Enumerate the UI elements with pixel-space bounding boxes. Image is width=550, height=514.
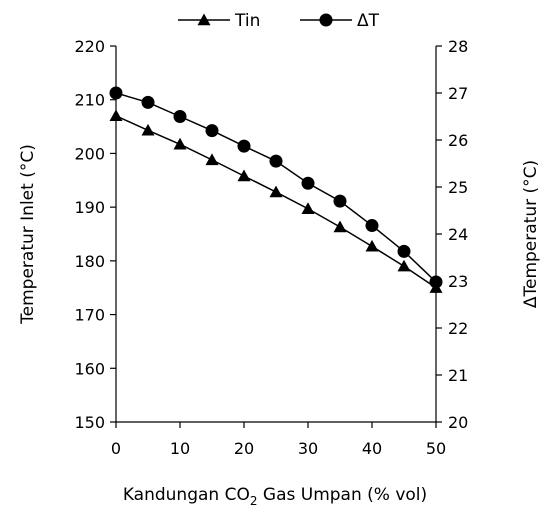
legend-circle-marker: [319, 13, 333, 27]
right-axis-title: ΔTemperatur (°C): [521, 160, 541, 308]
left-tick-label: 150: [74, 413, 105, 432]
left-axis-title: Temperatur Inlet (°C): [18, 144, 38, 325]
x-tick-label: 50: [426, 439, 446, 458]
series-layer: [109, 86, 443, 293]
left-tick-label: 190: [74, 198, 105, 217]
x-axis-title: Kandungan CO2 Gas Umpan (% vol): [123, 485, 427, 508]
series-tin: [109, 109, 443, 293]
x-tick-label: 30: [298, 439, 318, 458]
legend-triangle-marker: [197, 13, 211, 26]
right-tick-label: 22: [448, 319, 468, 338]
right-tick-label: 25: [448, 178, 468, 197]
circle-marker: [301, 176, 315, 190]
legend-item: ΔT: [300, 11, 380, 31]
triangle-marker: [205, 153, 219, 166]
series-delta-t: [109, 86, 443, 289]
circle-marker: [365, 219, 379, 233]
circle-marker: [397, 244, 411, 258]
right-tick-label: 26: [448, 131, 468, 150]
left-tick-label: 160: [74, 359, 105, 378]
x-tick-label: 0: [111, 439, 121, 458]
x-tick-label: 20: [234, 439, 254, 458]
legend-item: Tin: [178, 11, 260, 31]
left-tick-label: 200: [74, 144, 105, 163]
circle-marker: [429, 275, 443, 289]
circle-marker: [141, 95, 155, 109]
axes: 1501601701801902002102202021222324252627…: [74, 37, 468, 458]
legend-label: Tin: [234, 11, 260, 31]
right-tick-label: 23: [448, 272, 468, 291]
circle-marker: [173, 110, 187, 123]
triangle-marker: [173, 137, 187, 150]
left-tick-label: 220: [74, 37, 105, 56]
right-tick-label: 21: [448, 366, 468, 385]
axis-titles: Kandungan CO2 Gas Umpan (% vol) Temperatu…: [18, 144, 541, 508]
right-tick-label: 28: [448, 37, 468, 56]
triangle-marker: [269, 185, 283, 198]
left-tick-label: 210: [74, 91, 105, 110]
left-tick-label: 180: [74, 252, 105, 271]
triangle-marker: [301, 202, 315, 214]
right-tick-label: 24: [448, 225, 468, 244]
triangle-marker: [109, 109, 123, 122]
x-tick-label: 40: [362, 439, 382, 458]
circle-marker: [333, 194, 347, 208]
right-tick-label: 27: [448, 84, 468, 103]
triangle-marker: [237, 169, 251, 182]
circle-marker: [109, 86, 123, 100]
legend-label: ΔT: [357, 11, 380, 31]
triangle-marker: [141, 123, 155, 136]
triangle-marker: [397, 259, 411, 272]
circle-marker: [205, 124, 219, 138]
legend: Tin ΔT: [178, 11, 380, 31]
right-tick-label: 20: [448, 413, 468, 432]
circle-marker: [237, 139, 251, 153]
triangle-marker: [365, 239, 379, 252]
left-tick-label: 170: [74, 306, 105, 325]
series-line: [115, 115, 437, 289]
circle-marker: [269, 154, 283, 168]
triangle-marker: [333, 220, 347, 233]
x-tick-label: 10: [170, 439, 190, 458]
